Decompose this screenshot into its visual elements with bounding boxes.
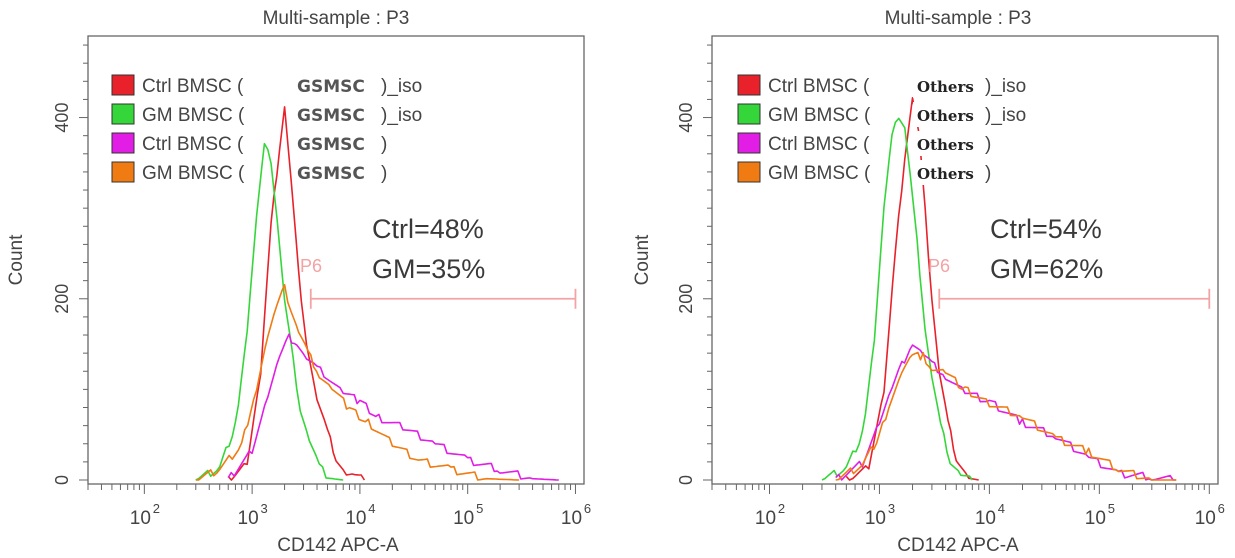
- legend-tag-box: [293, 131, 379, 156]
- y-tick-label: 0: [676, 475, 696, 485]
- series-line-3: [227, 333, 559, 481]
- y-axis-label: Count: [6, 234, 27, 285]
- legend-label: GM BMSC (: [142, 163, 245, 184]
- chart-title: Multi-sample : P3: [263, 8, 410, 29]
- x-tick-exponent: 4: [998, 501, 1005, 516]
- legend-suffix: )_iso: [985, 105, 1026, 126]
- legend-tag-box: [293, 102, 379, 127]
- legend-label: GM BMSC (: [768, 105, 871, 126]
- legend-suffix: ): [381, 163, 387, 184]
- legend-suffix: ): [985, 134, 991, 155]
- x-tick-label: 10: [345, 508, 366, 529]
- annotation-ctrl: Ctrl=48%: [372, 214, 484, 244]
- legend-swatch: [737, 103, 761, 125]
- gate-label: P6: [300, 256, 322, 276]
- x-axis-label: CD142 APC-A: [277, 535, 399, 556]
- legend-label: GM BMSC (: [142, 105, 245, 126]
- legend-tag-box: [913, 131, 983, 156]
- legend-label: Ctrl BMSC (: [142, 76, 244, 97]
- x-tick-exponent: 5: [1108, 501, 1115, 516]
- y-tick-label: 400: [676, 103, 696, 133]
- legend-tag: GSMSC: [297, 106, 365, 126]
- x-tick-label: 10: [130, 508, 151, 529]
- legend-suffix: )_iso: [985, 76, 1026, 97]
- series-line-4: [835, 351, 1177, 481]
- x-tick-label: 10: [755, 508, 776, 529]
- y-tick-label: 200: [52, 284, 72, 314]
- series-line-2: [195, 142, 344, 481]
- annotation-ctrl: Ctrl=54%: [990, 214, 1102, 244]
- y-axis-label: Count: [632, 234, 653, 285]
- legend-tag: Others: [917, 165, 974, 183]
- x-tick-label: 10: [975, 508, 996, 529]
- annotation-gm: GM=35%: [372, 254, 485, 284]
- legend-tag: Others: [917, 78, 974, 96]
- x-tick-label: 10: [865, 508, 886, 529]
- y-tick-label: 200: [676, 284, 696, 314]
- series-line-1: [845, 97, 979, 481]
- legend-label: Ctrl BMSC (: [768, 76, 870, 97]
- legend-suffix: ): [381, 134, 387, 155]
- x-tick-exponent: 2: [778, 501, 785, 516]
- legend-swatch: [111, 161, 135, 183]
- legend-swatch: [737, 132, 761, 154]
- legend-label: Ctrl BMSC (: [142, 134, 244, 155]
- legend-tag-box: [293, 73, 379, 98]
- x-tick-label: 10: [1195, 508, 1216, 529]
- x-axis-label: CD142 APC-A: [897, 535, 1019, 556]
- x-tick-exponent: 3: [261, 501, 268, 516]
- series-line-4: [195, 283, 520, 481]
- legend-suffix: )_iso: [381, 76, 422, 97]
- legend-tag: GSMSC: [297, 135, 365, 155]
- annotation-gm: GM=62%: [990, 254, 1103, 284]
- chart-title: Multi-sample : P3: [885, 8, 1032, 29]
- legend-tag: GSMSC: [297, 77, 365, 97]
- legend-swatch: [111, 132, 135, 154]
- legend: Ctrl BMSC ( GSMSC )_iso GM BMSC ( GSMSC )_iso…: [111, 73, 422, 185]
- series-line-1: [227, 106, 366, 481]
- x-tick-label: 10: [1085, 508, 1106, 529]
- x-tick-label: 10: [453, 508, 474, 529]
- gate-label: P6: [928, 256, 950, 276]
- y-tick-label: 400: [52, 103, 72, 133]
- x-tick-exponent: 4: [368, 501, 375, 516]
- x-tick-label: 10: [238, 508, 259, 529]
- x-tick-exponent: 2: [153, 501, 160, 516]
- legend-tag: Others: [917, 136, 974, 154]
- legend-suffix: )_iso: [381, 105, 422, 126]
- legend-tag: GSMSC: [297, 164, 365, 184]
- y-tick-label: 0: [52, 475, 72, 485]
- legend-suffix: ): [985, 163, 991, 184]
- legend-tag-box: [293, 160, 379, 185]
- legend-tag-box: [913, 73, 983, 98]
- legend-tag-box: [913, 160, 983, 185]
- legend-swatch: [111, 103, 135, 125]
- legend-swatch: [737, 161, 761, 183]
- legend-swatch: [111, 74, 135, 96]
- x-tick-label: 10: [561, 508, 582, 529]
- legend: Ctrl BMSC ( Others )_iso GM BMSC ( Others )_i…: [737, 73, 1026, 185]
- x-tick-exponent: 5: [476, 501, 483, 516]
- legend-tag-box: [913, 102, 983, 127]
- legend-swatch: [737, 74, 761, 96]
- series-line-2: [821, 117, 974, 481]
- legend-label: GM BMSC (: [768, 163, 871, 184]
- x-tick-exponent: 6: [1218, 501, 1225, 516]
- x-tick-exponent: 3: [888, 501, 895, 516]
- x-tick-exponent: 6: [584, 501, 591, 516]
- legend-label: Ctrl BMSC (: [768, 134, 870, 155]
- legend-tag: Others: [917, 107, 974, 125]
